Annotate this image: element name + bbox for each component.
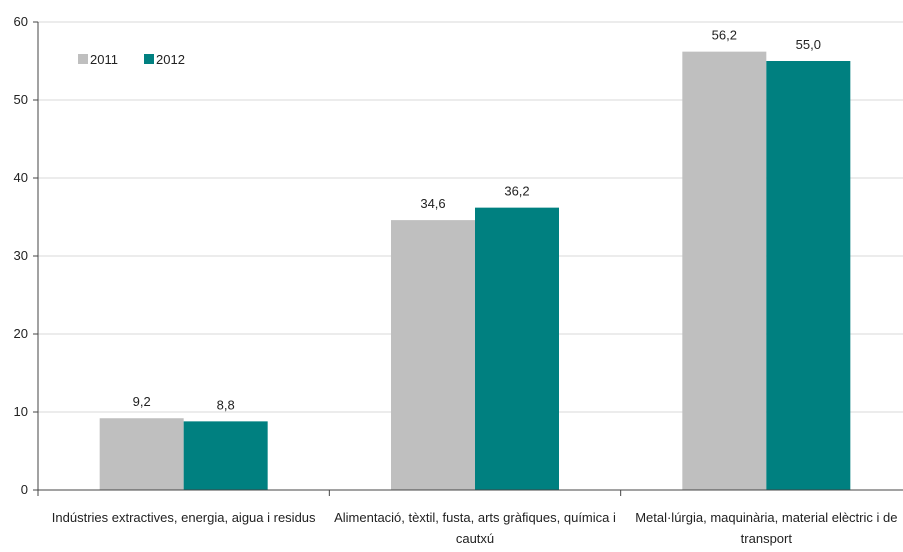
bar-2011 [682, 51, 767, 490]
labels: 0 10 20 30 40 50 60 9,2 8,8 Indústries extractive… [14, 14, 898, 546]
category-label: transport [741, 531, 793, 546]
y-tick-label: 60 [14, 14, 28, 29]
category-label: Alimentació, tèxtil, fusta, arts gràfiqu… [334, 510, 616, 525]
data-label: 55,0 [796, 37, 821, 52]
category-label: cautxú [456, 531, 494, 546]
bar-2012 [766, 61, 851, 490]
y-tick-label: 50 [14, 92, 28, 107]
category-label: Indústries extractives, energia, aigua i… [52, 510, 316, 525]
bar-2012 [183, 421, 268, 490]
data-label: 9,2 [133, 394, 151, 409]
legend: 2011 2012 [78, 52, 185, 67]
data-label: 56,2 [712, 28, 737, 43]
data-label: 36,2 [504, 184, 529, 199]
legend-label-2012: 2012 [156, 52, 185, 67]
bar-2011 [99, 418, 184, 490]
data-label: 34,6 [420, 196, 445, 211]
axes [33, 21, 903, 496]
bars [99, 51, 851, 490]
legend-label-2011: 2011 [90, 52, 118, 67]
data-label: 8,8 [217, 397, 235, 412]
legend-swatch-2012 [144, 54, 154, 64]
legend-swatch-2011 [78, 54, 88, 64]
y-tick-label: 20 [14, 326, 28, 341]
category-label: Metal·lúrgia, maquinària, material elèct… [635, 510, 897, 525]
y-tick-label: 40 [14, 170, 28, 185]
bar-2012 [475, 207, 559, 490]
y-tick-label: 0 [21, 482, 28, 497]
y-tick-label: 10 [14, 404, 28, 419]
y-tick-label: 30 [14, 248, 28, 263]
bar-2011 [391, 220, 475, 490]
